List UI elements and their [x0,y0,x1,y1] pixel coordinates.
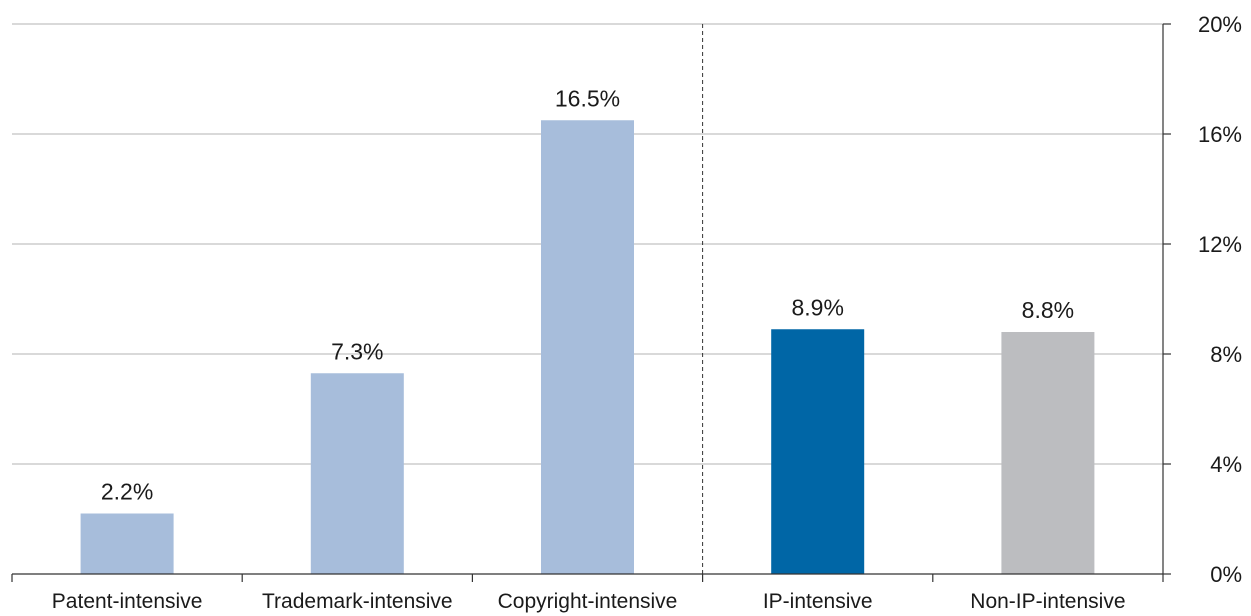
y-tick-label: 20% [1198,12,1242,37]
bars [80,120,1095,574]
data-label: 8.9% [791,294,843,320]
data-label: 16.5% [555,85,620,111]
x-tick-label: Non-IP-intensive [970,590,1125,613]
y-tick-label: 4% [1210,452,1242,477]
bar [771,329,865,574]
y-tick-label: 0% [1210,562,1242,587]
bar [1001,332,1095,574]
data-label: 7.3% [331,338,383,364]
y-tick-label: 8% [1210,342,1242,367]
bar [80,513,174,574]
bar [310,373,404,574]
x-tick-label: Trademark-intensive [262,590,453,613]
data-label: 2.2% [101,479,153,505]
x-tick-label: Copyright-intensive [498,590,678,613]
labels: 2.2% 7.3% 16.5% 8.9% 8.8% Patent-intensive Tra… [52,12,1242,613]
y-tick-label: 16% [1198,122,1242,147]
data-label: 8.8% [1022,297,1074,323]
axes [11,23,1171,582]
y-tick-label: 12% [1198,232,1242,257]
x-tick-label: IP-intensive [763,590,873,613]
bar [541,120,634,574]
x-tick-label: Patent-intensive [52,590,203,613]
